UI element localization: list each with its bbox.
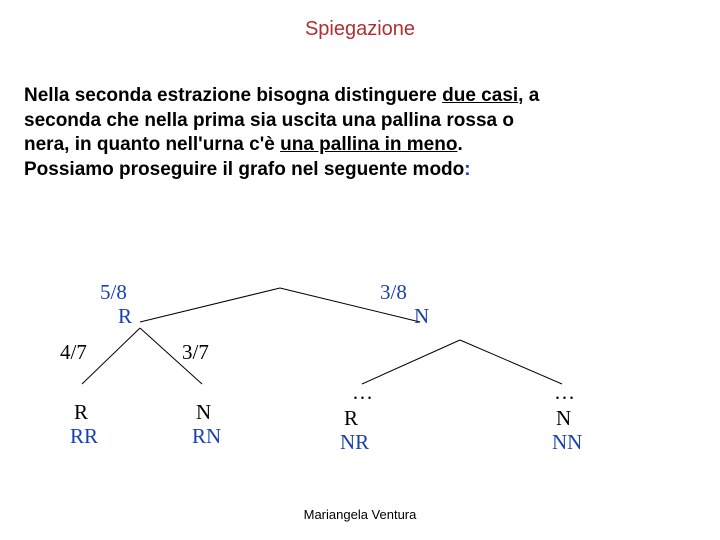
footer-author: Mariangela Ventura	[0, 507, 720, 522]
prob-l2-ll: 4/7	[60, 340, 87, 365]
p-line1-post: , a	[518, 85, 539, 106]
leaf-lr-top: N	[196, 400, 211, 425]
prob-l1-left: 5/8	[100, 280, 127, 305]
p-line1-u: due casi	[442, 85, 518, 106]
prob-l2-rr: …	[554, 380, 575, 405]
leaf-ll-top: R	[74, 400, 88, 425]
leaf-ll-bottom: RR	[70, 424, 98, 449]
leaf-rr-bottom: NN	[552, 430, 582, 455]
p-line1-pre: Nella seconda estrazione bisogna disting…	[24, 85, 442, 106]
explanation-paragraph: Nella seconda estrazione bisogna disting…	[24, 84, 696, 183]
prob-l2-rl: …	[352, 380, 373, 405]
p-line2: seconda che nella prima sia uscita una p…	[24, 110, 514, 131]
leaf-lr-bottom: RN	[192, 424, 221, 449]
node-l1-left: R	[118, 304, 132, 329]
p-line3-u: una pallina in meno	[280, 134, 457, 155]
leaf-rl-top: R	[344, 406, 358, 431]
p-line3-post: .	[457, 134, 462, 155]
prob-l1-right: 3/8	[380, 280, 407, 305]
probability-tree: 5/8R3/8N4/73/7……RRRNRNRNRNNN	[0, 260, 720, 500]
p-line4-pre: Possiamo proseguire il grafo nel seguent…	[24, 159, 464, 180]
node-l1-right: N	[414, 304, 429, 329]
leaf-rl-bottom: NR	[340, 430, 369, 455]
p-line4-colon: :	[464, 159, 470, 180]
leaf-rr-top: N	[556, 406, 571, 431]
prob-l2-lr: 3/7	[182, 340, 209, 365]
page-title: Spiegazione	[0, 0, 720, 41]
p-line3-pre: nera, in quanto nell'urna c'è	[24, 134, 280, 155]
